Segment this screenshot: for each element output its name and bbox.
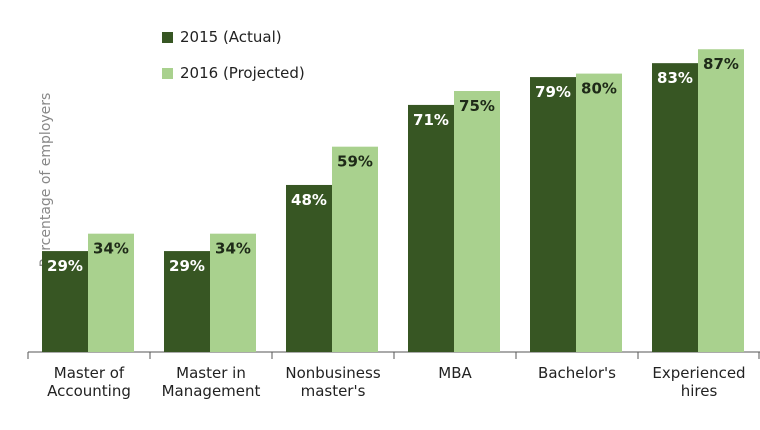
x-tick-label: MBA: [438, 364, 472, 382]
bar-2016-5: [698, 49, 744, 353]
legend-item-2015: 2015 (Actual): [162, 26, 305, 48]
x-tick-label: master's: [301, 382, 366, 400]
x-tick-label: Bachelor's: [538, 364, 616, 382]
x-tick-label: Master of: [54, 364, 125, 382]
data-label: 71%: [413, 111, 449, 129]
bar-2015-0: [42, 251, 88, 352]
x-tick-label: hires: [681, 382, 718, 400]
bar-2016-3: [454, 91, 500, 352]
legend-swatch-2015: [162, 31, 173, 43]
legend-label-2015: 2015 (Actual): [180, 28, 282, 46]
x-tick-label: Experienced: [652, 364, 745, 382]
x-tick-label: Nonbusiness: [285, 364, 380, 382]
data-label: 34%: [93, 240, 129, 258]
data-label: 29%: [169, 257, 205, 275]
data-label: 48%: [291, 191, 327, 209]
legend-label-2016: 2016 (Projected): [180, 64, 305, 82]
bar-2015-5: [652, 63, 698, 352]
legend: 2015 (Actual) 2016 (Projected): [162, 26, 305, 98]
bar-2016-0: [88, 233, 134, 352]
x-tick-label: Accounting: [47, 382, 131, 400]
data-label: 29%: [47, 257, 83, 275]
data-label: 80%: [581, 80, 617, 98]
legend-item-2016: 2016 (Projected): [162, 62, 305, 84]
bar-2015-3: [408, 104, 454, 352]
bar-2016-4: [576, 73, 622, 352]
x-tick-label: Master in: [176, 364, 246, 382]
bar-2016-2: [332, 146, 378, 352]
legend-swatch-2016: [162, 67, 173, 79]
bar-2016-1: [210, 233, 256, 352]
data-label: 79%: [535, 83, 571, 101]
bar-2015-4: [530, 77, 576, 352]
bar-2015-1: [164, 251, 210, 352]
data-label: 59%: [337, 153, 373, 171]
data-label: 34%: [215, 240, 251, 258]
x-tick-label: Management: [162, 382, 261, 400]
data-label: 75%: [459, 97, 495, 115]
bar-2015-2: [286, 184, 332, 352]
data-label: 83%: [657, 69, 693, 87]
data-label: 87%: [703, 55, 739, 73]
